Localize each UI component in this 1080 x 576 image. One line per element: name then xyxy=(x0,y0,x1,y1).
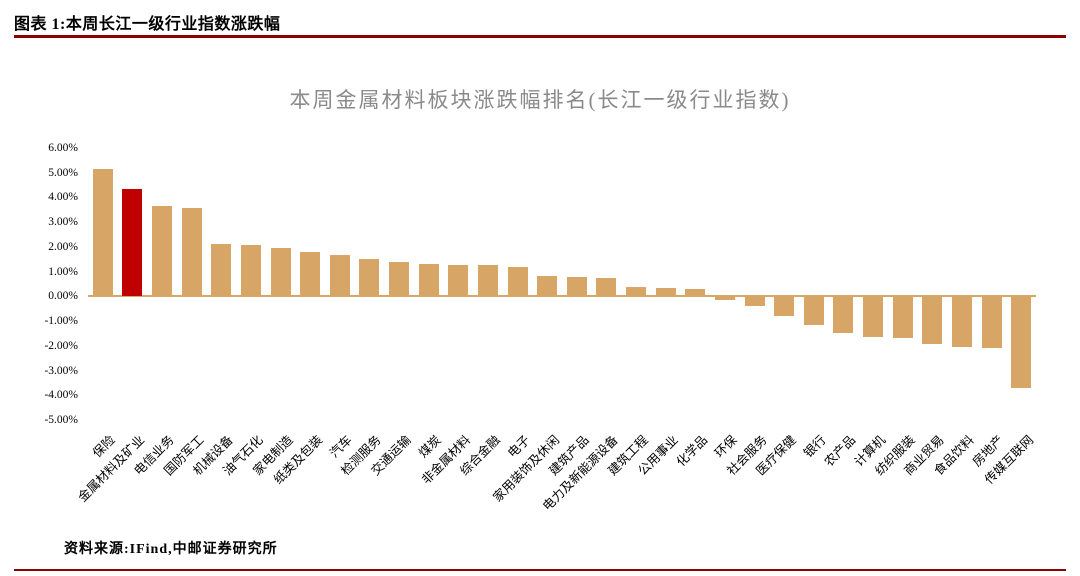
bar xyxy=(537,276,558,297)
y-tick-label: 5.00% xyxy=(48,166,78,179)
y-tick-label: 4.00% xyxy=(48,191,78,204)
x-axis-label: 化学品 xyxy=(673,432,711,470)
bar xyxy=(685,289,706,297)
bar xyxy=(655,288,676,297)
y-tick-label: -4.00% xyxy=(44,389,78,402)
bar xyxy=(744,297,765,307)
bar xyxy=(951,297,972,348)
bar xyxy=(448,264,469,297)
bar xyxy=(418,264,439,297)
bar xyxy=(152,206,173,297)
bar xyxy=(211,244,232,297)
bar xyxy=(359,259,380,297)
bar xyxy=(300,252,321,297)
bar xyxy=(863,297,884,338)
zero-axis-line xyxy=(88,295,1036,298)
y-tick-label: 3.00% xyxy=(48,216,78,229)
figure-caption: 图表 1:本周长江一级行业指数涨跌幅 xyxy=(14,16,281,33)
top-divider xyxy=(14,35,1066,38)
y-tick-label: -1.00% xyxy=(44,315,78,328)
chart-title: 本周金属材料板块涨跌幅排名(长江一级行业指数) xyxy=(289,88,791,112)
plot-area: 保险 金属材料及矿业 电信业务 国防军工 机械设备 油气石化 家电制造 纸类及包装 汽车 检测服务… xyxy=(75,148,1036,513)
y-tick-label: -5.00% xyxy=(44,414,78,426)
bottom-divider xyxy=(14,569,1066,571)
bar xyxy=(892,297,913,338)
bar xyxy=(240,245,261,297)
bar xyxy=(626,287,647,297)
bar xyxy=(507,267,528,297)
bar xyxy=(389,262,410,297)
y-axis: 6.00% 5.00% 4.00% 3.00% 2.00% 1.00% 0.00% -1.00… xyxy=(0,142,84,426)
bar xyxy=(270,248,291,297)
y-tick-label: -3.00% xyxy=(44,364,78,377)
x-axis-label: 农产品 xyxy=(821,432,859,470)
bar xyxy=(714,297,735,301)
y-tick-label: -2.00% xyxy=(44,339,78,352)
bar xyxy=(1011,297,1032,389)
bar xyxy=(92,169,113,297)
y-tick-label: 6.00% xyxy=(48,142,78,154)
bar xyxy=(981,297,1002,349)
bar xyxy=(833,297,854,334)
bar xyxy=(596,278,617,297)
source-note: 资料来源:IFind,中邮证券研究所 xyxy=(64,542,278,557)
bar xyxy=(922,297,943,345)
bar xyxy=(803,297,824,325)
bar xyxy=(181,208,202,297)
y-tick-label: 2.00% xyxy=(48,240,78,253)
bar xyxy=(329,255,350,297)
bar xyxy=(774,297,795,317)
bar xyxy=(122,189,143,297)
bar xyxy=(566,277,587,297)
y-tick-label: 1.00% xyxy=(48,265,78,278)
y-tick-label: 0.00% xyxy=(48,290,78,303)
bar xyxy=(477,265,498,297)
